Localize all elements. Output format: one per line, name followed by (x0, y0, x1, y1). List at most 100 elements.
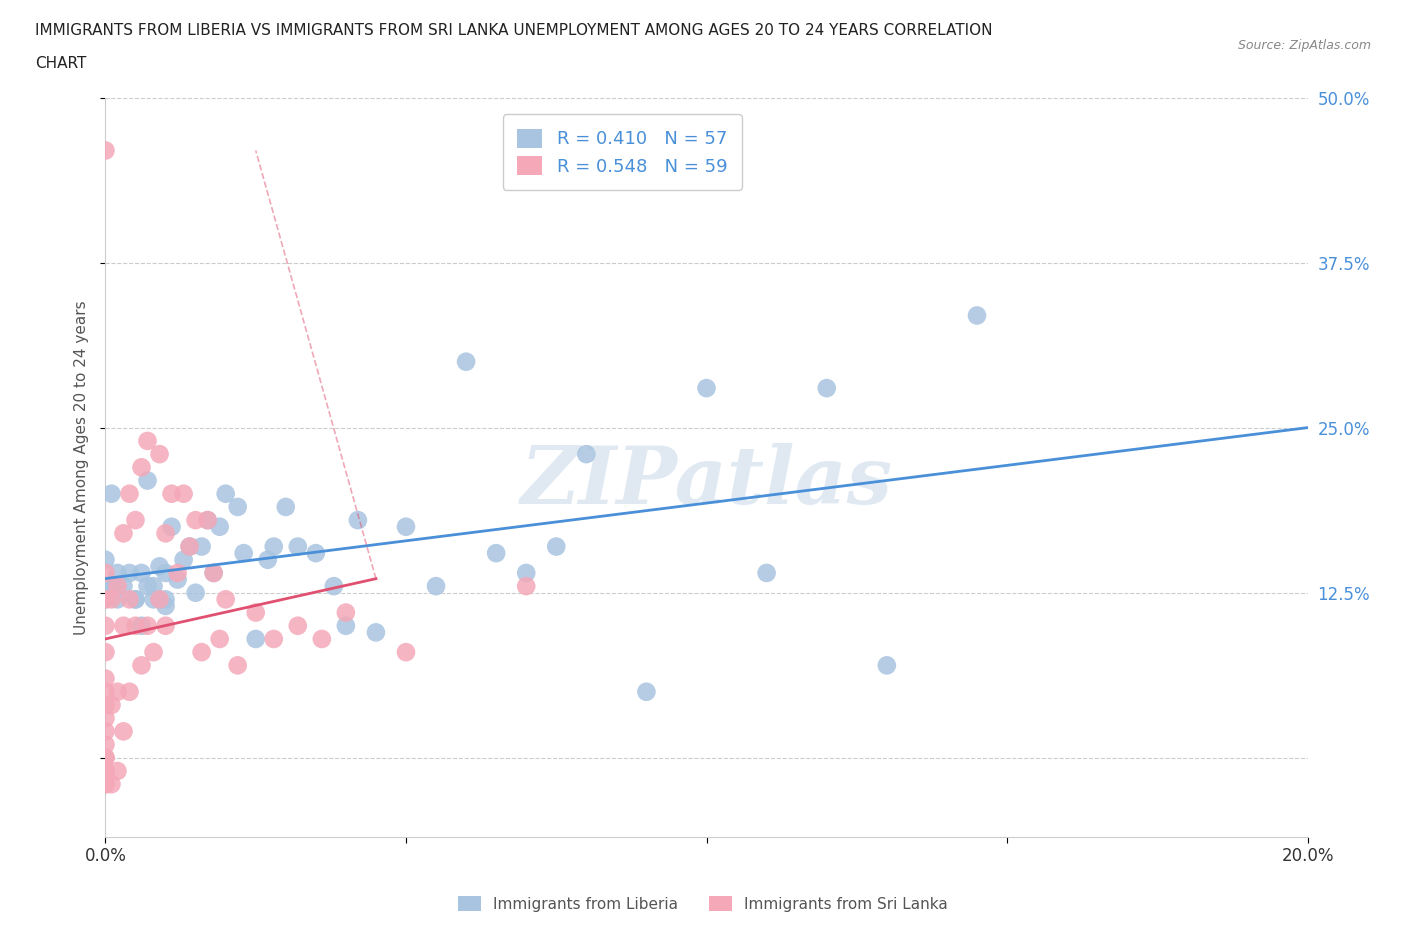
Point (226, 499, 249, 514)
Point (94, 591, 117, 606)
Point (208, 631, 231, 646)
Point (100, 777, 122, 791)
Text: Source: ZipAtlas.com: Source: ZipAtlas.com (1237, 39, 1371, 52)
Point (208, 519, 231, 534)
Text: CHART: CHART (35, 56, 87, 71)
Point (245, 631, 267, 646)
Point (94, 143, 117, 158)
Point (335, 618, 357, 633)
Point (636, 684, 658, 699)
Point (136, 578, 159, 593)
Point (184, 512, 207, 527)
Point (112, 578, 135, 593)
Point (335, 605, 357, 620)
Point (311, 631, 333, 646)
Point (515, 578, 537, 593)
Point (136, 473, 159, 488)
Point (202, 565, 225, 580)
Point (364, 625, 387, 640)
Point (155, 599, 177, 614)
Point (124, 512, 146, 527)
Point (94, 751, 117, 765)
Point (232, 546, 254, 561)
Point (160, 486, 183, 501)
Point (305, 546, 328, 561)
Point (148, 591, 170, 606)
Point (148, 559, 170, 574)
Point (94, 777, 117, 791)
Point (124, 591, 146, 606)
Point (226, 658, 249, 672)
Point (425, 578, 447, 593)
Point (214, 486, 236, 501)
Point (94, 644, 117, 659)
Point (94, 671, 117, 686)
Point (245, 605, 267, 620)
Point (100, 486, 122, 501)
Point (94, 591, 117, 606)
Point (256, 552, 278, 567)
Point (94, 777, 117, 791)
Point (112, 724, 135, 738)
Point (107, 684, 129, 699)
Point (287, 618, 309, 633)
Point (100, 698, 122, 712)
Point (966, 308, 988, 323)
Point (190, 539, 212, 554)
Point (155, 591, 177, 606)
Point (118, 486, 141, 501)
Point (179, 539, 201, 554)
Point (100, 591, 122, 606)
Point (166, 572, 188, 587)
Point (112, 618, 135, 633)
Point (148, 591, 170, 606)
Point (124, 618, 146, 633)
Point (94, 684, 117, 699)
Point (263, 631, 285, 646)
Point (575, 446, 598, 461)
Point (173, 552, 195, 567)
Point (94, 578, 117, 593)
Point (136, 433, 159, 448)
Point (94, 698, 117, 712)
Point (190, 644, 212, 659)
Point (755, 565, 778, 580)
Point (395, 519, 418, 534)
Text: ZIPatlas: ZIPatlas (520, 444, 893, 521)
Point (148, 446, 170, 461)
Point (263, 539, 285, 554)
Point (136, 618, 159, 633)
Point (485, 546, 508, 561)
Point (155, 525, 177, 540)
Point (94, 711, 117, 725)
Point (94, 764, 117, 778)
Point (287, 539, 309, 554)
Legend: R = 0.410   N = 57, R = 0.548   N = 59: R = 0.410 N = 57, R = 0.548 N = 59 (503, 114, 742, 190)
Point (118, 591, 141, 606)
Point (197, 512, 219, 527)
Point (118, 565, 141, 580)
Point (815, 380, 838, 395)
Point (454, 354, 477, 369)
Point (173, 486, 195, 501)
Point (112, 525, 135, 540)
Point (94, 751, 117, 765)
Point (107, 565, 129, 580)
Point (197, 512, 219, 527)
Point (94, 618, 117, 633)
Point (131, 565, 153, 580)
Point (214, 591, 236, 606)
Point (107, 591, 129, 606)
Point (94, 552, 117, 567)
Point (94, 565, 117, 580)
Point (142, 591, 165, 606)
Point (322, 578, 344, 593)
Point (202, 565, 225, 580)
Y-axis label: Unemployment Among Ages 20 to 24 years: Unemployment Among Ages 20 to 24 years (75, 300, 90, 634)
Point (118, 684, 141, 699)
Point (94, 764, 117, 778)
Point (124, 591, 146, 606)
Point (274, 499, 297, 514)
Point (142, 644, 165, 659)
Point (131, 618, 153, 633)
